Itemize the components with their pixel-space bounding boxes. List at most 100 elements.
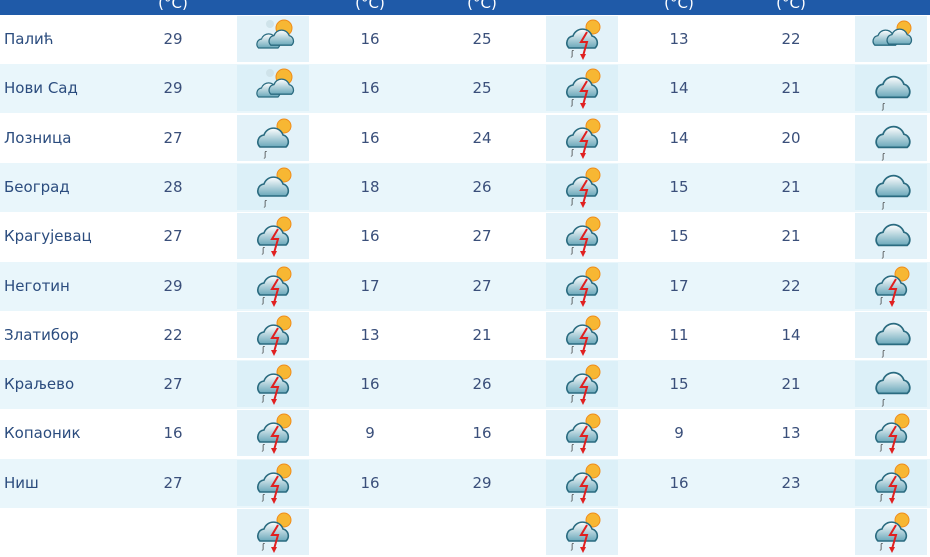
- city-name[interactable]: Палић: [4, 30, 54, 48]
- thunderstorm-icon: ʃ: [546, 361, 618, 408]
- svg-text:ʃ: ʃ: [570, 246, 574, 255]
- thunderstorm-icon: ʃ: [855, 459, 927, 506]
- thunderstorm-icon: ʃ: [855, 262, 927, 309]
- temperature-t5: 21: [781, 375, 801, 394]
- table-header: (°C) (°C) (°C) (°C) (°C): [0, 0, 930, 15]
- city-name[interactable]: Копаоник: [4, 424, 81, 443]
- thunderstorm-icon: ʃ: [546, 459, 618, 506]
- partly-sunny-icon: [237, 65, 309, 112]
- svg-text:ʃ: ʃ: [879, 296, 883, 305]
- temperature-t2: 16: [360, 473, 380, 492]
- city-name[interactable]: Лозница: [4, 128, 72, 147]
- svg-text:ʃ: ʃ: [261, 394, 265, 403]
- unit-label: (°C): [664, 0, 694, 12]
- city-name[interactable]: Београд: [4, 177, 70, 196]
- temperature-t2: 16: [360, 227, 380, 246]
- city-name[interactable]: Златибор: [4, 325, 79, 344]
- temperature-t1: 22: [163, 325, 183, 344]
- temperature-t4: 15: [669, 375, 689, 394]
- temperature-t4: 15: [669, 177, 689, 196]
- table-row: Ниш 27 16 29 16 23 ʃ ʃ ʃ: [0, 458, 930, 508]
- thunderstorm-icon: ʃ: [237, 459, 309, 506]
- temperature-t3: 27: [472, 276, 492, 295]
- temperature-t2: 16: [360, 128, 380, 147]
- temperature-t4: 14: [669, 79, 689, 98]
- thunderstorm-icon: ʃ: [546, 16, 618, 62]
- city-name[interactable]: Нови Сад: [4, 79, 78, 98]
- cloud-rain-icon: ʃ: [855, 114, 927, 161]
- thunderstorm-icon: ʃ: [237, 311, 309, 358]
- svg-text:ʃ: ʃ: [570, 542, 574, 551]
- temperature-t5: 13: [781, 424, 801, 443]
- thunderstorm-icon: ʃ: [546, 262, 618, 309]
- svg-text:ʃ: ʃ: [261, 542, 265, 551]
- temperature-t3: 25: [472, 30, 492, 48]
- city-name[interactable]: Крагујевац: [4, 227, 92, 246]
- temperature-t4: 16: [669, 473, 689, 492]
- unit-label: (°C): [355, 0, 385, 12]
- table-row: Крагујевац 27 16 27 15 21 ʃ ʃ ʃ: [0, 212, 930, 261]
- city-name[interactable]: Краљево: [4, 375, 75, 394]
- table-row: Краљево 27 16 26 15 21 ʃ ʃ ʃ: [0, 360, 930, 410]
- city-name[interactable]: Неготин: [4, 276, 70, 295]
- thunderstorm-icon: ʃ: [546, 114, 618, 161]
- svg-text:ʃ: ʃ: [879, 493, 883, 502]
- temperature-t1: 27: [163, 473, 183, 492]
- temperature-t2: 9: [365, 424, 375, 443]
- temperature-t3: 26: [472, 375, 492, 394]
- temperature-t4: 17: [669, 276, 689, 295]
- temperature-t3: 29: [472, 473, 492, 492]
- cloud-rain-icon: ʃ: [855, 311, 927, 358]
- temperature-t3: 27: [472, 227, 492, 246]
- svg-text:ʃ: ʃ: [570, 493, 574, 502]
- temperature-t5: 23: [781, 473, 801, 492]
- temperature-t4: 13: [669, 30, 689, 48]
- cloudy-sun-icon: [855, 16, 927, 62]
- svg-text:ʃ: ʃ: [570, 443, 574, 452]
- cloud-rain-icon: ʃ: [855, 213, 927, 260]
- svg-text:ʃ: ʃ: [263, 150, 267, 159]
- thunderstorm-icon: ʃ: [237, 410, 309, 457]
- city-name[interactable]: Ниш: [4, 473, 39, 492]
- temperature-t2: 16: [360, 79, 380, 98]
- thunderstorm-icon: ʃ: [237, 262, 309, 309]
- svg-text:ʃ: ʃ: [881, 349, 885, 358]
- table-row: Палић 29 16 25 13 22 ʃ: [0, 15, 930, 64]
- thunderstorm-icon: ʃ: [855, 509, 927, 555]
- thunderstorm-icon: ʃ: [237, 213, 309, 260]
- svg-text:ʃ: ʃ: [879, 542, 883, 551]
- svg-text:ʃ: ʃ: [261, 443, 265, 452]
- thunderstorm-icon: ʃ: [546, 410, 618, 457]
- svg-text:ʃ: ʃ: [261, 345, 265, 354]
- table-row: Лозница 27 16 24 14 20 ʃ ʃ ʃ: [0, 114, 930, 163]
- svg-text:ʃ: ʃ: [881, 152, 885, 161]
- partly-sunny-icon: [237, 16, 309, 62]
- cloud-sun-rain-icon: ʃ: [237, 163, 309, 210]
- thunderstorm-icon: ʃ: [855, 410, 927, 457]
- unit-label: (°C): [158, 0, 188, 12]
- table-row: Златибор 22 13 21 11 14 ʃ ʃ ʃ: [0, 311, 930, 360]
- cloud-rain-icon: ʃ: [855, 361, 927, 408]
- temperature-t2: 16: [360, 30, 380, 48]
- svg-text:ʃ: ʃ: [261, 493, 265, 502]
- svg-text:ʃ: ʃ: [570, 148, 574, 157]
- thunderstorm-icon: ʃ: [546, 65, 618, 112]
- temperature-t1: 29: [163, 30, 183, 48]
- thunderstorm-icon: ʃ: [237, 361, 309, 408]
- temperature-t4: 14: [669, 128, 689, 147]
- table-row: Нови Сад 29 16 25 14 21 ʃ ʃ: [0, 64, 930, 114]
- temperature-t3: 25: [472, 79, 492, 98]
- temperature-t5: 21: [781, 177, 801, 196]
- cloud-rain-icon: ʃ: [855, 163, 927, 210]
- temperature-t1: 27: [163, 375, 183, 394]
- thunderstorm-icon: ʃ: [546, 509, 618, 555]
- temperature-t5: 14: [781, 325, 801, 344]
- thunderstorm-icon: ʃ: [546, 213, 618, 260]
- svg-text:ʃ: ʃ: [263, 199, 267, 208]
- temperature-t5: 22: [781, 276, 801, 295]
- table-row: Београд 28 18 26 15 21 ʃ ʃ ʃ: [0, 162, 930, 212]
- svg-text:ʃ: ʃ: [881, 250, 885, 259]
- temperature-t4: 15: [669, 227, 689, 246]
- temperature-t3: 21: [472, 325, 492, 344]
- svg-text:ʃ: ʃ: [881, 102, 885, 111]
